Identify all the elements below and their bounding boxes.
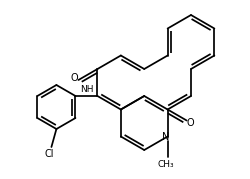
Text: O: O [187,117,194,127]
Text: O: O [70,73,78,83]
Text: N: N [162,132,169,142]
Text: NH: NH [80,84,93,93]
Text: CH₃: CH₃ [157,160,174,169]
Text: Cl: Cl [45,149,54,159]
